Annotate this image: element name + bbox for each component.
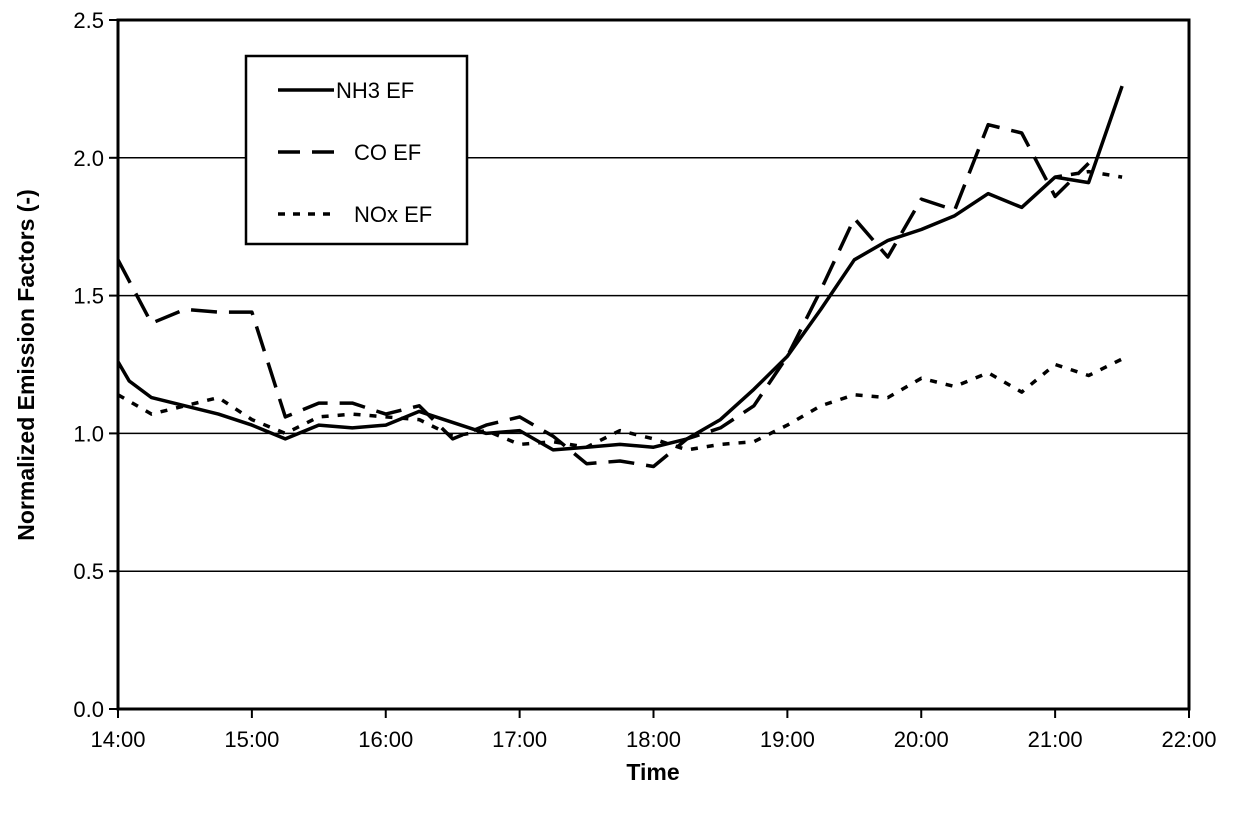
legend: NH3 EF CO EF NOx EF (244, 54, 469, 246)
series-line-extra-3 (1054, 169, 1123, 179)
x-tick-label: 19:00 (760, 727, 815, 752)
y-tick-label: 1.5 (73, 284, 104, 309)
legend-label-co: CO EF (354, 140, 421, 165)
plot-series (116, 85, 1124, 469)
series-line-nox-ef (117, 357, 1123, 452)
y-tick-label: 0.5 (73, 559, 104, 584)
x-axis-title: Time (626, 759, 679, 785)
y-axis-title: Normalized Emission Factors (-) (13, 189, 39, 540)
x-tick-label: 16:00 (358, 727, 413, 752)
series-line-nh3-ef (116, 85, 1124, 452)
x-tick-label: 17:00 (492, 727, 547, 752)
y-tick-label: 2.0 (73, 146, 104, 171)
series-line-co-ef (116, 122, 1090, 469)
legend-label-nh3: NH3 EF (336, 78, 414, 103)
x-tick-label: 14:00 (90, 727, 145, 752)
x-tick-label: 18:00 (626, 727, 681, 752)
x-tick-label: 15:00 (224, 727, 279, 752)
axis-ticks: 0.0 0.5 1.0 1.5 2.0 2.5 14:00 15:00 16:00 17:00 18… (73, 8, 1216, 752)
x-tick-label: 20:00 (894, 727, 949, 752)
x-tick-label: 21:00 (1028, 727, 1083, 752)
y-tick-label: 1.0 (73, 421, 104, 446)
y-tick-label: 2.5 (73, 8, 104, 33)
x-tick-label: 22:00 (1161, 727, 1216, 752)
y-tick-label: 0.0 (73, 697, 104, 722)
legend-label-nox: NOx EF (354, 202, 432, 227)
